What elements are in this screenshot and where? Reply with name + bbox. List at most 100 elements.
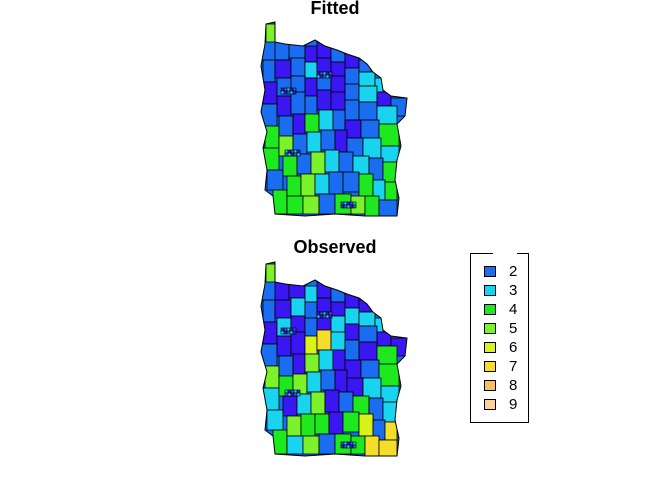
legend-item-7: 7 bbox=[484, 357, 524, 375]
observed-county bbox=[310, 391, 326, 415]
observed-county bbox=[344, 339, 360, 361]
observed-county bbox=[352, 395, 370, 415]
fitted-county bbox=[320, 129, 336, 151]
fitted-urban-tract bbox=[293, 149, 298, 154]
observed-urban-tract bbox=[284, 389, 289, 394]
observed-urban-tract bbox=[352, 444, 357, 449]
fitted-county bbox=[358, 85, 378, 103]
fitted-county bbox=[316, 89, 332, 111]
observed-county bbox=[380, 385, 400, 403]
fitted-urban-tract bbox=[316, 71, 321, 76]
fitted-urban-tract bbox=[289, 90, 294, 95]
observed-urban-tract bbox=[325, 314, 330, 319]
fitted-county bbox=[314, 173, 330, 195]
observed-urban-tract bbox=[284, 392, 289, 397]
observed-county bbox=[318, 433, 336, 455]
observed-county bbox=[330, 315, 346, 333]
fitted-urban-tract bbox=[292, 90, 297, 95]
observed-urban-tract bbox=[316, 311, 321, 316]
observed-county bbox=[278, 355, 294, 377]
observed-county bbox=[318, 349, 334, 371]
observed-urban-tract bbox=[287, 389, 292, 394]
fitted-urban-tract bbox=[284, 149, 289, 154]
fitted-county bbox=[344, 99, 360, 121]
observed-urban-tract bbox=[322, 314, 327, 319]
fitted-county bbox=[324, 149, 340, 173]
observed-county bbox=[262, 299, 276, 323]
observed-urban-tract bbox=[343, 441, 348, 446]
observed-county bbox=[358, 413, 374, 437]
legend-swatch-8 bbox=[484, 379, 496, 391]
observed-county bbox=[378, 363, 400, 387]
observed-county bbox=[378, 439, 398, 456]
observed-panel-title: Observed bbox=[293, 237, 377, 257]
fitted-urban-tract bbox=[286, 90, 291, 95]
legend-swatch-2 bbox=[484, 265, 496, 277]
observed-county bbox=[304, 285, 318, 303]
observed-urban-tract bbox=[286, 327, 291, 332]
fitted-county bbox=[328, 171, 344, 195]
legend-swatch-9 bbox=[484, 398, 496, 410]
map-legend: 2 3 4 5 6 7 8 9 bbox=[470, 248, 529, 423]
fitted-county bbox=[296, 153, 312, 175]
fitted-urban-tract bbox=[340, 201, 345, 206]
fitted-urban-tract bbox=[352, 201, 357, 206]
legend-item-2: 2 bbox=[484, 262, 524, 280]
observed-urban-tract bbox=[290, 389, 295, 394]
fitted-county bbox=[378, 199, 398, 216]
observed-urban-tract bbox=[283, 327, 288, 332]
fitted-urban-tract bbox=[343, 204, 348, 209]
fitted-urban-tract bbox=[292, 87, 297, 92]
observed-county bbox=[282, 395, 298, 417]
fitted-county bbox=[274, 59, 292, 79]
fitted-urban-tract bbox=[286, 87, 291, 92]
observed-county bbox=[314, 413, 330, 435]
fitted-urban-tract bbox=[290, 152, 295, 157]
fitted-urban-tract bbox=[293, 152, 298, 157]
fitted-county bbox=[330, 61, 346, 77]
observed-region-outline bbox=[260, 261, 408, 457]
observed-urban-tract bbox=[328, 314, 333, 319]
fitted-urban-tract bbox=[349, 201, 354, 206]
observed-county bbox=[266, 409, 284, 431]
fitted-county bbox=[300, 173, 316, 197]
fitted-county bbox=[290, 57, 306, 77]
fitted-county bbox=[384, 181, 398, 201]
observed-county bbox=[376, 345, 398, 365]
legend-label-5: 5 bbox=[509, 319, 518, 337]
observed-county bbox=[286, 435, 304, 455]
fitted-county bbox=[276, 95, 292, 117]
fitted-urban-tract bbox=[325, 71, 330, 76]
observed-urban-tract bbox=[319, 314, 324, 319]
fitted-county bbox=[358, 71, 376, 87]
observed-urban-tract bbox=[325, 311, 330, 316]
fitted-county bbox=[262, 81, 278, 105]
fitted-county bbox=[316, 41, 332, 59]
fitted-county bbox=[330, 75, 346, 93]
fitted-urban-tract bbox=[283, 87, 288, 92]
observed-urban-tract bbox=[290, 392, 295, 397]
observed-county bbox=[262, 321, 278, 345]
fitted-county bbox=[278, 115, 294, 137]
observed-county bbox=[344, 307, 360, 325]
observed-urban-tract bbox=[340, 441, 345, 446]
fitted-urban-tract bbox=[283, 90, 288, 95]
observed-county bbox=[362, 377, 382, 399]
legend-item-3: 3 bbox=[484, 281, 524, 299]
legend-item-9: 9 bbox=[484, 395, 524, 413]
fitted-county bbox=[304, 95, 318, 115]
observed-county bbox=[358, 325, 378, 343]
legend-label-4: 4 bbox=[509, 300, 518, 318]
fitted-urban-tract bbox=[322, 74, 327, 79]
observed-county bbox=[358, 299, 372, 313]
fitted-urban-tract bbox=[322, 71, 327, 76]
observed-urban-tract bbox=[349, 441, 354, 446]
observed-county bbox=[261, 343, 278, 367]
observed-county bbox=[306, 371, 322, 393]
observed-county bbox=[304, 335, 318, 355]
observed-county bbox=[292, 353, 306, 375]
observed-choropleth-map bbox=[260, 261, 408, 457]
fitted-urban-tract bbox=[328, 74, 333, 79]
fitted-region-outline bbox=[260, 21, 408, 217]
fitted-urban-tract bbox=[328, 71, 333, 76]
